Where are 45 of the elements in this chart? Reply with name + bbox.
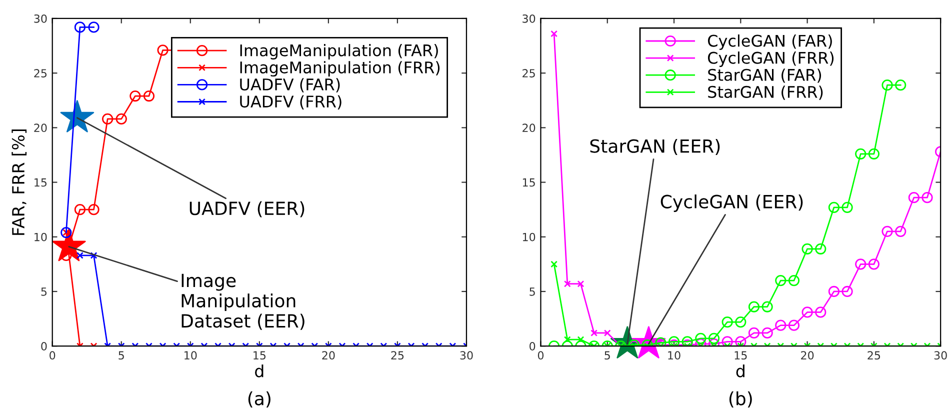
x-tick-label: 10	[184, 351, 197, 360]
x-tick-label: 10	[668, 351, 680, 360]
x-axis-title: d	[736, 364, 744, 378]
x-tick-label: 30	[934, 351, 947, 360]
x-tick-label: 0	[50, 351, 56, 360]
x-tick-label: 5	[118, 351, 124, 360]
y-tick-label: 20	[522, 124, 536, 132]
text: (b)	[729, 391, 752, 408]
legend-label: StarGAN (FRR)	[708, 86, 823, 100]
legend-label: CycleGAN (FRR)	[708, 52, 834, 67]
legend-label: UADFV (FAR)	[240, 78, 340, 92]
x-axis-title: d	[255, 364, 264, 378]
x-tick-label: 5	[604, 351, 610, 360]
y-tick-label: 30	[34, 14, 47, 23]
y-tick-label: 5	[530, 288, 535, 296]
x-tick-label: 15	[254, 351, 266, 360]
x-tick-label: 20	[801, 351, 814, 360]
x-tick-label: 0	[538, 351, 544, 360]
y-tick-label: 25	[34, 69, 47, 78]
legend-label: StarGAN (FAR)	[708, 68, 822, 83]
y-tick-label: 30	[522, 14, 536, 23]
y-tick-label: 15	[34, 178, 47, 187]
annotation: CycleGAN (EER)	[660, 194, 803, 212]
x-tick-label: 25	[868, 351, 880, 360]
y-tick-label: 10	[34, 232, 47, 242]
legend-label: ImageManipulation (FAR)	[240, 44, 438, 60]
y-tick-label: 0	[530, 342, 536, 350]
legend-label: UADFV (FRR)	[240, 95, 342, 110]
x-tick-label: 25	[391, 351, 404, 360]
x-tick-label: 30	[460, 351, 473, 360]
text: (a)	[248, 391, 270, 408]
y-tick-label: 10	[522, 232, 536, 242]
y-tick-label: 20	[34, 124, 47, 132]
annotation: Image Manipulation Dataset (EER)	[182, 274, 304, 330]
y-tick-label: 0	[41, 342, 47, 350]
legend-label: ImageManipulation (FRR)	[240, 61, 440, 77]
annotation: UADFV (EER)	[190, 201, 304, 218]
annotation: StarGAN (EER)	[590, 138, 720, 156]
y-tick-label: 5	[41, 288, 47, 296]
x-tick-label: 20	[322, 351, 335, 360]
y-tick-label: 15	[522, 178, 535, 187]
legend-label: CycleGAN (FAR)	[708, 34, 832, 50]
y-tick-label: 25	[522, 69, 535, 78]
x-tick-label: 15	[734, 351, 747, 360]
y-axis-title: FAR, FRR [%]	[12, 129, 27, 235]
